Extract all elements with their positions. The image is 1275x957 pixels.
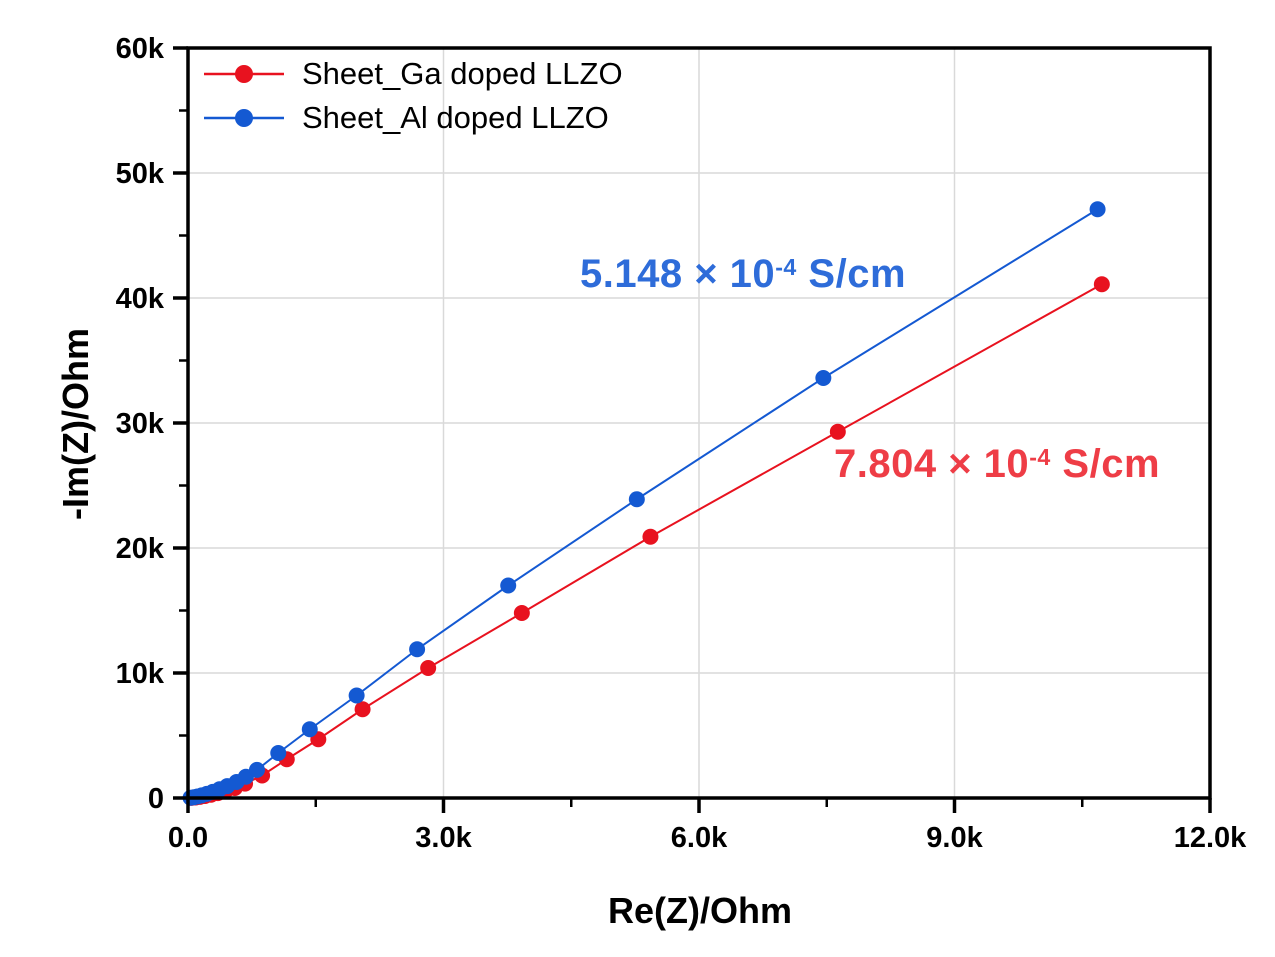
y-tick-label: 30k <box>116 408 165 440</box>
y-tick-label: 60k <box>116 33 165 65</box>
data-point-sheet-ga-doped-llzo <box>420 660 437 676</box>
x-axis-title: Re(Z)/Ohm <box>608 890 792 931</box>
x-tick-label: 0.0 <box>168 822 208 854</box>
data-point-sheet-al-doped-llzo <box>409 641 426 658</box>
legend-item-sheet-ga-doped-llzo: Sheet_Ga doped LLZO <box>202 52 623 95</box>
legend-label: Sheet_Al doped LLZO <box>302 99 609 135</box>
annotation-al-exponent: -4 <box>775 254 797 281</box>
y-tick-label: 0 <box>148 783 164 815</box>
legend-dot <box>235 108 253 127</box>
tick-label-layer: 0.0 3.0k 6.0k 9.0k 12.0k 0 10k 20k 30k 40k 50k 60k <box>116 33 1248 854</box>
y-tick-label: 50k <box>116 158 165 190</box>
data-point-sheet-ga-doped-llzo <box>513 605 530 621</box>
legend-label: Sheet_Ga doped LLZO <box>302 55 623 91</box>
x-tick-label: 9.0k <box>926 822 983 854</box>
data-point-sheet-al-doped-llzo <box>348 687 365 704</box>
annotation-ga-base: 7.804 × 10 <box>834 442 1030 486</box>
data-point-sheet-ga-doped-llzo <box>354 701 371 718</box>
legend: Sheet_Ga doped LLZO Sheet_Al doped LLZO <box>202 52 623 139</box>
annotation-ga-unit: S/cm <box>1050 442 1161 486</box>
tick-layer <box>173 46 1212 813</box>
data-point-sheet-al-doped-llzo <box>248 761 265 778</box>
data-point-sheet-al-doped-llzo <box>270 745 287 761</box>
data-point-sheet-ga-doped-llzo <box>1093 276 1110 293</box>
annotation-al-unit: S/cm <box>796 252 907 296</box>
annotation-ga-conductivity: 7.804 × 10-4 S/cm <box>834 440 1160 493</box>
data-point-sheet-al-doped-llzo <box>1089 201 1106 218</box>
data-point-sheet-al-doped-llzo <box>815 370 832 386</box>
legend-marker-icon <box>204 64 284 83</box>
data-point-sheet-ga-doped-llzo <box>829 423 846 440</box>
annotation-ga-exponent: -4 <box>1029 444 1051 471</box>
legend-item-sheet-al-doped-llzo: Sheet_Al doped LLZO <box>202 96 623 139</box>
data-point-sheet-al-doped-llzo <box>500 577 517 594</box>
y-tick-label: 40k <box>116 283 165 315</box>
x-tick-label: 3.0k <box>415 822 472 854</box>
x-tick-label: 6.0k <box>671 822 728 854</box>
x-tick-label: 12.0k <box>1174 822 1247 854</box>
data-point-sheet-ga-doped-llzo <box>642 528 659 545</box>
grid-layer <box>188 48 1210 798</box>
annotation-al-conductivity: 5.148 × 10-4 S/cm <box>580 250 906 303</box>
legend-marker-icon <box>204 108 284 127</box>
annotation-al-base: 5.148 × 10 <box>580 252 776 296</box>
y-tick-label: 10k <box>116 658 165 690</box>
y-axis-title: -Im(Z)/Ohm <box>55 328 96 520</box>
legend-dot <box>235 64 253 83</box>
y-tick-label: 20k <box>116 533 165 565</box>
data-point-sheet-al-doped-llzo <box>628 491 645 508</box>
data-point-sheet-al-doped-llzo <box>301 721 318 738</box>
